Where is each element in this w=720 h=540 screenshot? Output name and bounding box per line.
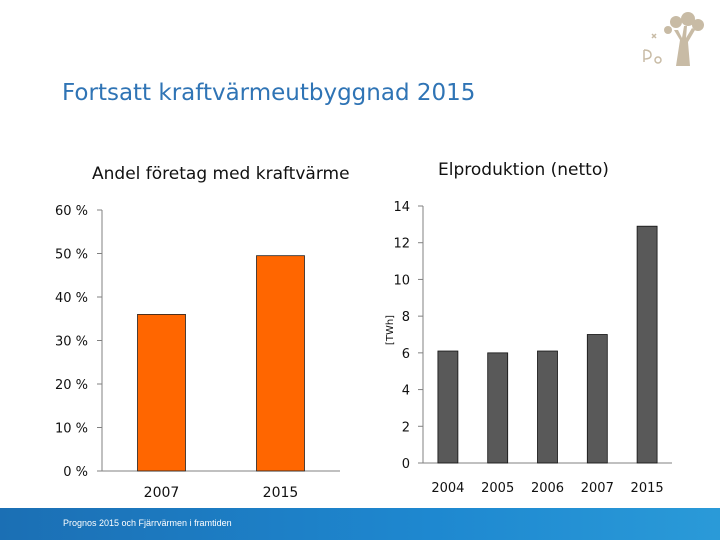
right-chart-title: Elproduktion (netto)	[438, 160, 609, 180]
left-chart-title: Andel företag med kraftvärme	[92, 164, 350, 184]
bar-2007	[586, 334, 608, 464]
y-tick-label: 20 %	[55, 378, 88, 393]
y-tick-label: 0 %	[63, 465, 88, 480]
electricity-production-chart: 0 2 4 6 8 10 12 14 [TWh] 2004 2005 2006 2007 2015	[385, 200, 672, 496]
bar-2004	[437, 350, 459, 464]
x-tick-label: 2015	[631, 481, 664, 496]
y-tick-label: 10 %	[55, 422, 88, 437]
y-tick-label: 40 %	[55, 291, 88, 306]
footer-text: Prognos 2015 och Fjärrvärmen i framtiden	[63, 518, 232, 528]
bar-2015	[636, 225, 658, 464]
y-tick-label: 8	[402, 310, 410, 325]
x-tick-label: 2015	[263, 485, 299, 501]
bar-2006	[537, 350, 558, 464]
company-logo	[636, 10, 708, 68]
bar-2007	[137, 314, 186, 472]
y-tick-label: 12	[393, 237, 410, 252]
y-tick-label: 14	[393, 200, 410, 215]
bar-2015	[256, 255, 305, 472]
x-tick-label: 2004	[431, 481, 464, 496]
footer-bar	[0, 508, 720, 540]
y-tick-label: 60 %	[55, 204, 88, 219]
y-tick-label: 30 %	[55, 335, 88, 350]
y-tick-label: 50 %	[55, 248, 88, 263]
y-tick-label: 2	[402, 420, 410, 435]
x-tick-label: 2007	[581, 481, 614, 496]
slide-title: Fortsatt kraftvärmeutbyggnad 2015	[62, 80, 476, 106]
y-tick-label: 0	[402, 457, 410, 472]
x-tick-label: 2007	[144, 485, 180, 501]
x-tick-label: 2006	[531, 481, 564, 496]
y-axis-label: [TWh]	[385, 315, 396, 345]
bar-2005	[487, 352, 509, 464]
y-tick-label: 6	[402, 347, 410, 362]
y-tick-label: 4	[402, 384, 410, 399]
y-tick-label: 10	[393, 273, 410, 288]
x-tick-label: 2005	[481, 481, 514, 496]
company-share-chart: 0 % 10 % 20 % 30 % 40 % 50 % 60 % 2007 2015	[55, 204, 340, 501]
